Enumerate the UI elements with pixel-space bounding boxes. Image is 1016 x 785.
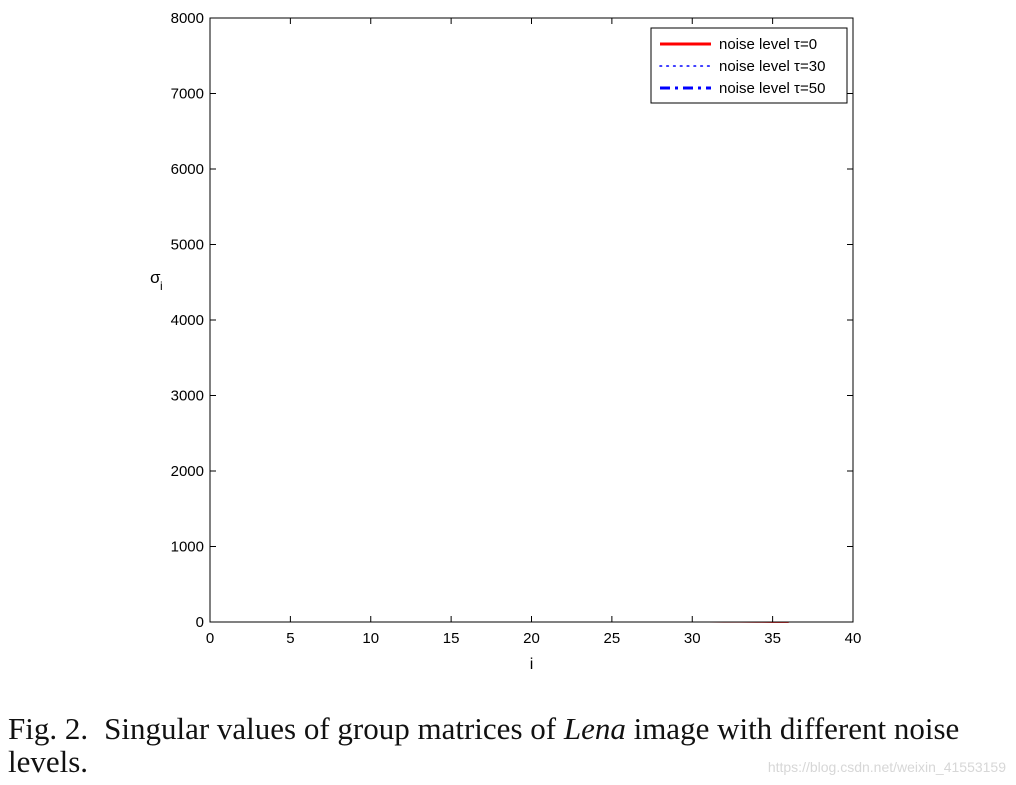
x-tick-label: 35: [764, 630, 781, 647]
figure-label: Fig. 2.: [8, 711, 89, 746]
y-tick-label: 0: [196, 614, 204, 631]
caption-text-before: Singular values of group matrices of: [104, 711, 557, 746]
chart-svg: 0 5 10 15 20 25 30 35 40 0 1000 2000 3000 4000 5000 600…: [150, 10, 861, 673]
x-tick-label: 40: [845, 630, 862, 647]
y-tick-label: 8000: [171, 10, 204, 27]
caption-text-after: image with different noise levels.: [8, 711, 960, 779]
y-tick-label: 3000: [171, 388, 204, 405]
y-tick-label: 7000: [171, 86, 204, 103]
watermark-url: https://blog.csdn.net/weixin_41553159: [767, 759, 1006, 775]
x-axis-label: i: [530, 656, 534, 673]
legend-box: [650, 27, 848, 104]
axes-layer: [209, 17, 854, 623]
y-axis-label-subscript: i: [160, 279, 163, 293]
x-tick-label: 10: [362, 630, 379, 647]
y-tick-label: 4000: [171, 312, 204, 329]
tick-layer: 0 5 10 15 20 25 30 35 40 0 1000 2000 3000 4000 5000 600…: [150, 10, 861, 673]
x-tick-label: 25: [604, 630, 621, 647]
figure-caption: Fig. 2. Singular values of group matrices…: [8, 712, 1008, 778]
x-tick-label: 30: [684, 630, 701, 647]
x-tick-label: 20: [523, 630, 540, 647]
y-tick-label: 6000: [171, 161, 204, 178]
x-tick-label: 0: [206, 630, 214, 647]
y-axis-label: σ: [150, 268, 161, 287]
y-tick-label: 2000: [171, 463, 204, 480]
legend: noise level τ=0 noise level τ=30 noise lev…: [650, 27, 848, 104]
legend-label-3: noise level τ=50: [719, 80, 825, 97]
caption-text-italic: Lena: [563, 711, 626, 746]
chart: 0 5 10 15 20 25 30 35 40 0 1000 2000 3000 4000 5000 600…: [150, 10, 861, 673]
legend-label-1: noise level τ=0: [719, 36, 817, 53]
legend-label-2: noise level τ=30: [719, 58, 825, 75]
y-tick-label: 5000: [171, 237, 204, 254]
x-tick-label: 15: [443, 630, 460, 647]
plot-area: [210, 18, 853, 622]
y-tick-label: 1000: [171, 539, 204, 556]
x-tick-label: 5: [286, 630, 294, 647]
